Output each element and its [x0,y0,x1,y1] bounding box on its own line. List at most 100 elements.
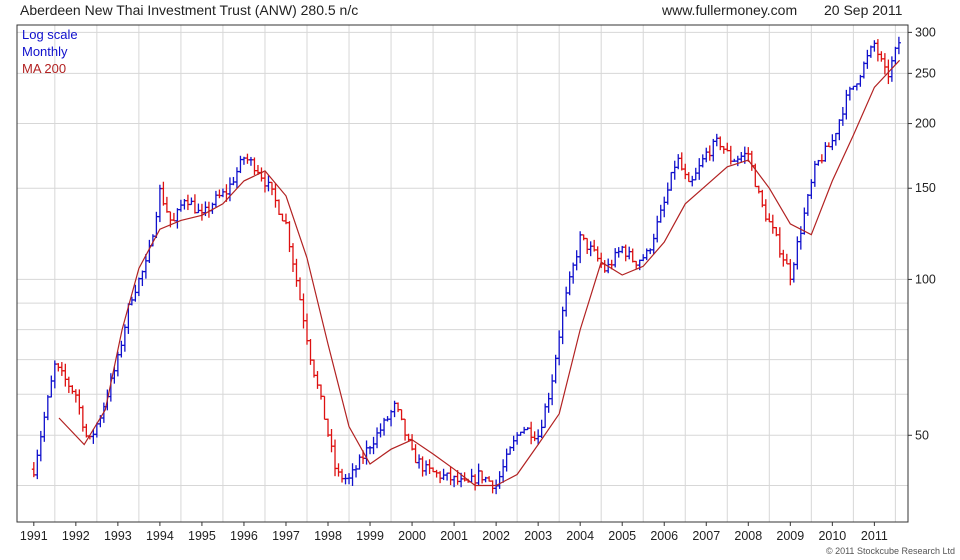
x-axis-ticks: 1991 1992 1993 1994 1995 1996 1997 1998 1999 2000… [20,522,888,543]
price-bar [196,203,201,214]
price-bar [490,480,495,494]
price-bar [56,363,61,372]
price-bar [399,408,404,421]
price-bar [42,411,47,442]
price-bar [473,474,478,491]
price-bar [875,39,880,62]
price-bar [725,142,730,152]
price-bar [627,246,632,260]
price-bar [690,175,695,187]
price-bar [529,421,534,445]
price-bar [882,53,887,75]
price-bar [276,199,281,215]
price-bar [70,385,75,394]
price-bar [347,473,352,485]
price-bar [616,247,621,258]
price-bar [427,459,432,475]
price-bar [879,51,884,62]
price-bar [784,253,789,265]
price-bar [564,286,569,317]
price-bar [893,46,898,65]
price-bar [340,468,345,483]
x-tick-label: 2009 [776,529,804,543]
price-bar [171,212,176,222]
price-bar [578,231,583,264]
x-tick-label: 1996 [230,529,258,543]
price-bar [676,154,681,170]
y-tick-label: 200 [915,117,936,131]
price-bar [192,194,197,214]
price-bar [795,236,800,270]
price-bar [63,363,68,387]
price-bar [592,239,597,252]
price-bar [52,360,57,389]
price-bar [301,293,306,329]
price-bar [602,260,607,273]
price-bar [679,152,684,171]
price-bar [711,138,716,162]
price-bar [312,359,316,378]
price-bar [777,227,782,258]
price-bar [220,188,225,198]
price-bar [157,184,162,223]
chart-date: 20 Sep 2011 [824,2,903,18]
price-bar [161,181,166,206]
price-bar [410,434,415,451]
price-bar [655,215,660,243]
price-bar [809,179,814,199]
x-tick-label: 2007 [692,529,720,543]
price-bar [31,462,36,478]
price-bar [164,196,169,213]
price-bar [336,463,341,477]
grid-lines [17,25,908,522]
price-bar [721,145,726,154]
price-bar [122,324,127,352]
price-bar [700,154,705,168]
price-bar [662,196,667,218]
price-bar [847,86,852,101]
price-bar [469,468,474,483]
price-bar [515,432,520,445]
price-bar [550,374,555,406]
price-bar [504,448,509,472]
price-bar [445,472,450,481]
price-bar [704,147,709,163]
price-bar [508,446,513,455]
price-bar [812,160,817,187]
price-bar [588,241,593,257]
price-bar [732,158,737,162]
price-bar [354,465,359,478]
price-bar [693,167,698,181]
price-bar [788,259,793,286]
price-bar [476,463,481,486]
x-tick-label: 2006 [650,529,678,543]
price-bar [581,234,586,241]
price-bar [501,459,506,483]
price-bar [634,260,639,269]
price-bar [585,237,590,254]
price-bar [368,445,373,455]
price-bar [417,454,422,469]
price-bar [595,246,600,262]
price-bar [837,119,842,141]
x-tick-label: 1992 [62,529,90,543]
price-bar [574,250,579,271]
y-tick-label: 250 [915,66,936,80]
price-bar [823,142,828,162]
price-bar [434,469,439,478]
x-tick-label: 2004 [566,529,594,543]
price-bar [420,456,425,477]
price-bar [553,354,558,384]
price-bar [175,208,180,229]
price-bar [322,395,327,420]
price-bar [413,444,418,464]
x-tick-label: 2000 [398,529,426,543]
price-bar [546,392,551,413]
price-bar [781,249,786,267]
price-bar [185,194,190,211]
price-bar [623,244,628,262]
price-bar [259,167,264,182]
price-bar [119,340,124,358]
price-bar [644,248,649,261]
